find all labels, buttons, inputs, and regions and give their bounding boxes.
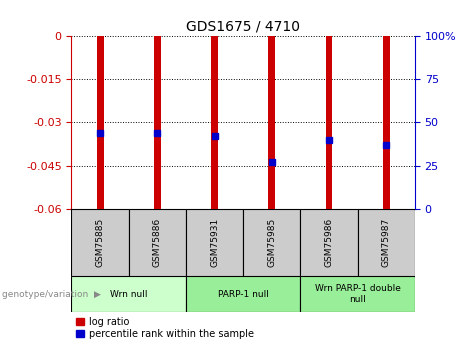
Text: PARP-1 null: PARP-1 null (218, 289, 269, 299)
Bar (325, 36, 332, 217)
Text: Wrn PARP-1 double
null: Wrn PARP-1 double null (315, 284, 401, 304)
FancyBboxPatch shape (301, 209, 358, 276)
Text: GSM75886: GSM75886 (153, 218, 162, 267)
Bar (383, 36, 390, 217)
Text: genotype/variation  ▶: genotype/variation ▶ (2, 289, 101, 299)
FancyBboxPatch shape (186, 209, 243, 276)
FancyBboxPatch shape (186, 276, 301, 312)
Bar (154, 36, 161, 217)
FancyBboxPatch shape (243, 209, 301, 276)
Text: GSM75987: GSM75987 (382, 218, 391, 267)
Bar (268, 36, 275, 211)
FancyBboxPatch shape (358, 209, 415, 276)
Text: GSM75931: GSM75931 (210, 218, 219, 267)
FancyBboxPatch shape (71, 276, 186, 312)
FancyBboxPatch shape (129, 209, 186, 276)
Text: GSM75986: GSM75986 (325, 218, 334, 267)
Text: GSM75985: GSM75985 (267, 218, 276, 267)
Title: GDS1675 / 4710: GDS1675 / 4710 (186, 20, 300, 34)
FancyBboxPatch shape (301, 276, 415, 312)
Text: Wrn null: Wrn null (110, 289, 148, 299)
Bar (97, 36, 104, 217)
Bar (211, 36, 218, 217)
FancyBboxPatch shape (71, 209, 129, 276)
Text: GSM75885: GSM75885 (95, 218, 105, 267)
Legend: log ratio, percentile rank within the sample: log ratio, percentile rank within the sa… (77, 317, 254, 339)
